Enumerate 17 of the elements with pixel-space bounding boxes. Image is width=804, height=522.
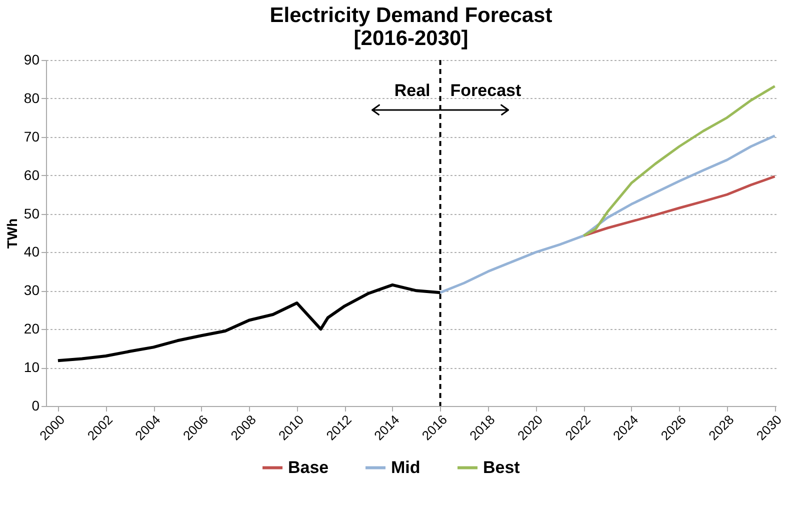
annotation: Forecast — [450, 81, 522, 100]
y-tick-label: 20 — [24, 320, 40, 337]
annotation: Real — [394, 81, 430, 100]
y-tick-label: 60 — [24, 166, 40, 183]
legend-label: Best — [483, 458, 520, 477]
y-axis-title: TWh — [4, 218, 20, 249]
y-tick-label: 30 — [24, 282, 40, 298]
y-tick-label: 0 — [32, 398, 40, 414]
legend-label: Base — [288, 458, 329, 477]
y-tick-label: 10 — [24, 359, 40, 376]
legend-label: Mid — [391, 458, 420, 477]
y-tick-label: 70 — [24, 128, 40, 144]
y-tick-label: 90 — [24, 52, 40, 68]
y-tick-label: 50 — [24, 205, 40, 222]
y-tick-label: 80 — [24, 90, 40, 106]
y-tick-label: 40 — [24, 244, 40, 260]
chart-title: Electricity Demand Forecast [2016-2030] — [270, 4, 552, 50]
